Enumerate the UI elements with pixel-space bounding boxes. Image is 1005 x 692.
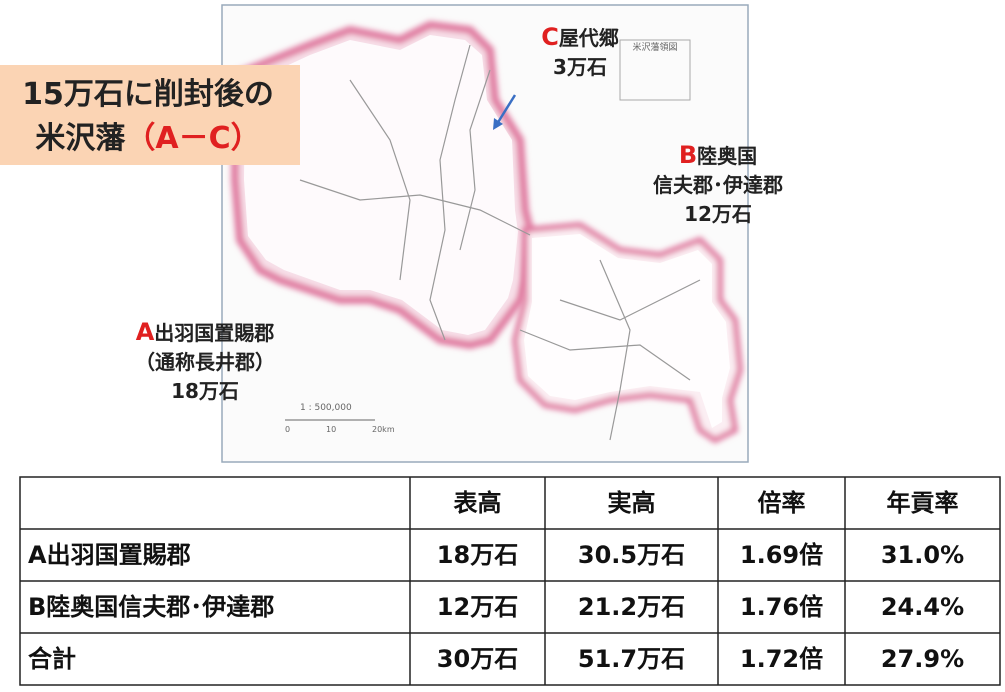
header-cell: 表高 [454,489,502,517]
map-label-text: 信夫郡･伊達郡 [653,173,783,197]
map-caption: 米沢藩領図 [632,41,677,53]
map-label-text: 3万石 [553,55,607,79]
legend-box [619,39,691,101]
table-cell: 合計 [28,645,76,673]
table-cell: 24.4% [881,593,964,621]
table-cell: 12万石 [437,593,518,621]
table-cell: A出羽国置賜郡 [28,541,191,569]
scale-tick: 10 [326,425,336,434]
region-a-inner [244,35,518,335]
scale-tick: 20km [372,425,395,434]
table-cell: 1.72倍 [740,645,823,673]
table-cell: 30.5万石 [578,541,685,569]
table-cell: 21.2万石 [578,593,685,621]
map-label-text: 18万石 [171,379,239,403]
table: 表高 実高 倍率 年貢率 A出羽国置賜郡 18万石 30.5万石 1.69倍 31.0% B陸奥国… [19,476,1001,686]
title-box: 15万石に削封後の 米沢藩（A－C） [0,65,300,165]
title-red: （A－C） [125,121,260,156]
map-label-text: （通称長井郡） [135,350,275,374]
map-label: B陸奥国 [679,141,757,169]
map: 米沢藩領図 1 : 500,000 0 10 20km [221,4,749,463]
arrow [495,94,517,125]
scale: 1 : 500,000 [300,403,352,413]
header-cell: 年貢率 [887,489,959,517]
title-text: 米沢藩 [35,121,126,156]
table-cell: B陸奥国信夫郡･伊達郡 [28,593,274,621]
map-label: （通称長井郡） [135,350,275,374]
title-line: 米沢藩（A－C） [35,121,260,156]
table-cell: 1.69倍 [740,541,823,569]
title-bg [0,65,300,165]
map-label: A出羽国置賜郡 [136,318,275,346]
title-line: 15万石に削封後の [22,77,274,112]
map-label: 18万石 [171,379,239,403]
map-label-text: 陸奥国 [697,144,757,168]
header-cell: 倍率 [758,489,806,517]
arrow-head [493,118,503,130]
roads [299,44,701,441]
map-label-letter: C [541,23,559,51]
table-cell: 31.0% [881,541,964,569]
map-label-text: 出羽国置賜郡 [154,321,274,345]
map-label-letter: A [136,318,155,346]
region-b-inner [524,234,730,428]
map-label: 3万石 [553,55,607,79]
scale-tick: 0 [285,425,290,434]
map-label-text: 屋代郷 [559,26,619,50]
map-label: C屋代郷 [541,23,619,51]
table-cell: 18万石 [437,541,518,569]
map-label-letter: B [679,141,697,169]
map-label: 信夫郡･伊達郡 [653,173,783,197]
header-cell: 実高 [608,489,656,517]
table-cell: 1.76倍 [740,593,823,621]
table-cell: 51.7万石 [578,645,685,673]
table-cell: 30万石 [437,645,518,673]
map-label: 12万石 [684,202,752,226]
map-label-text: 12万石 [684,202,752,226]
table-cell: 27.9% [881,645,964,673]
map-labels: C屋代郷 3万石 B陸奥国信夫郡･伊達郡 12万石 A出羽国置賜郡 （通称長井郡） 18万石 [135,23,783,403]
